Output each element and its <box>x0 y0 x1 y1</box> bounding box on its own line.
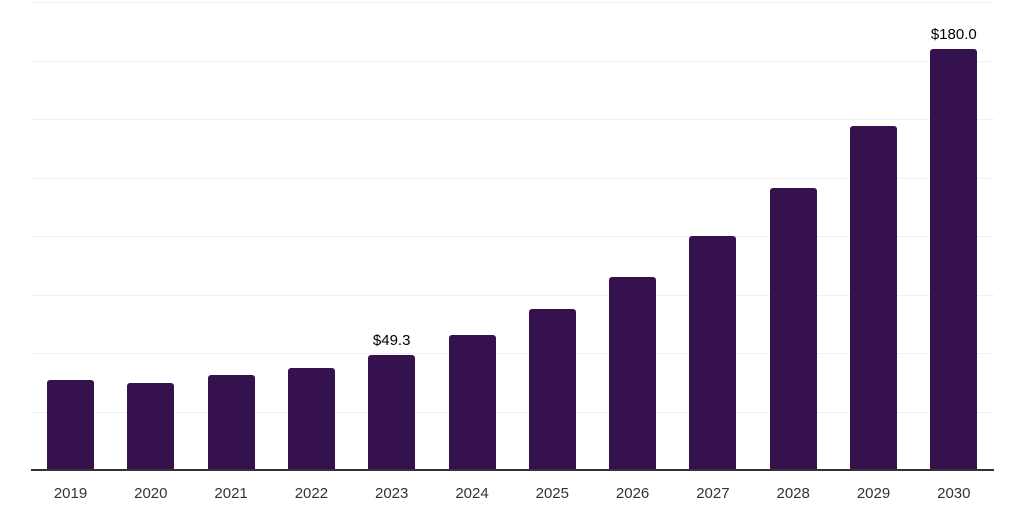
x-tick-label-2019: 2019 <box>53 485 88 502</box>
gridline-200 <box>31 2 994 3</box>
value-label-2023: $49.3 <box>372 331 411 349</box>
x-tick-label-2022: 2022 <box>294 485 329 502</box>
bar-2028 <box>769 187 817 470</box>
x-tick-label-2026: 2026 <box>615 485 650 502</box>
x-tick-label-2021: 2021 <box>214 485 248 502</box>
x-tick-label-2029: 2029 <box>856 485 891 502</box>
bar-2030 <box>930 48 978 470</box>
x-tick-label-2025: 2025 <box>535 485 569 502</box>
bar-2019 <box>47 379 94 470</box>
bar-2029 <box>850 125 897 470</box>
bar-2023 <box>368 354 416 470</box>
bar-2022 <box>287 367 335 470</box>
bar-2026 <box>609 276 657 470</box>
bar-2021 <box>207 375 255 470</box>
bar-2020 <box>127 382 175 470</box>
x-tick-label-2020: 2020 <box>134 485 168 502</box>
bar-2027 <box>689 236 737 470</box>
x-axis-line <box>31 469 994 471</box>
x-tick-label-2023: 2023 <box>375 485 409 502</box>
gridline-175 <box>31 60 994 62</box>
x-tick-label-2027: 2027 <box>696 485 730 502</box>
x-tick-label-2028: 2028 <box>776 485 810 502</box>
x-tick-label-2024: 2024 <box>455 485 489 502</box>
bar-2025 <box>528 309 576 470</box>
value-label-2030: $180.0 <box>930 25 977 43</box>
gridline-150 <box>31 119 994 120</box>
bar-2024 <box>448 334 496 470</box>
x-tick-label-2030: 2030 <box>937 485 971 502</box>
